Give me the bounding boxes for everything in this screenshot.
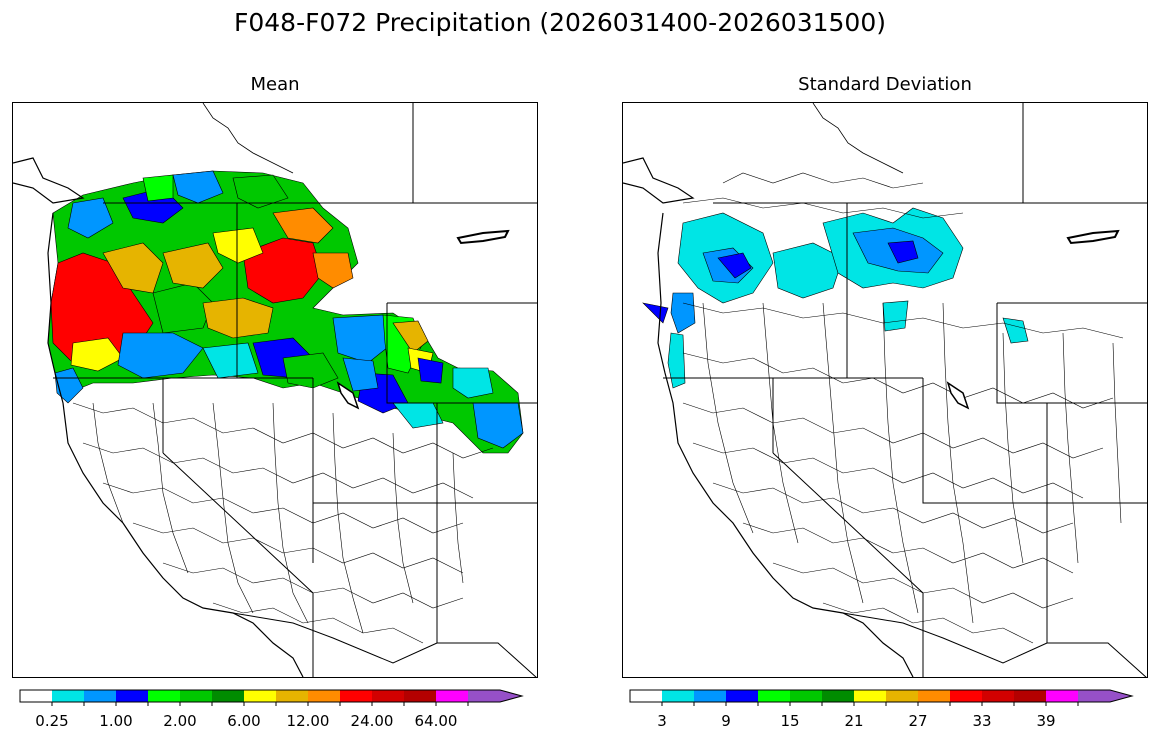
sd-colorbar-label: 3 (657, 712, 667, 730)
sd-colorbar-segment (630, 690, 662, 702)
mean-colorbar-segment (116, 690, 148, 702)
mean-map[interactable] (12, 102, 538, 678)
mean-colorbar-segment (404, 690, 436, 702)
mean-colorbar-segment (340, 690, 372, 702)
sd-colorbar (629, 689, 1140, 706)
mean-colorbar-segment (244, 690, 276, 702)
mean-colorbar-segment (372, 690, 404, 702)
sd-colorbar-segment (758, 690, 790, 702)
mean-map-canvas (13, 103, 537, 677)
sd-colorbar-segment (1078, 690, 1132, 702)
mean-colorbar (19, 689, 530, 706)
mean-colorbar-segment (52, 690, 84, 702)
sd-colorbar-segment (982, 690, 1014, 702)
mean-colorbar-segment (308, 690, 340, 702)
sd-colorbar-segment (790, 690, 822, 702)
mean-great-salt-lake (336, 381, 360, 410)
mean-colorbar-segment (276, 690, 308, 702)
sd-coast-inlet (623, 157, 695, 204)
mean-colorbar-segment (468, 690, 522, 702)
sd-colorbar-segment (694, 690, 726, 702)
mean-panel-title: Mean (250, 74, 300, 95)
sd-colorbar-label: 15 (780, 712, 800, 730)
mean-colorbar-segment (180, 690, 212, 702)
sd-canada-border-wiggle (812, 103, 904, 174)
mean-colorbar-svg (19, 689, 524, 706)
mean-colorbar-label: 0.25 (35, 712, 69, 730)
sd-colorbar-segment (1014, 690, 1046, 702)
sd-colorbar-label: 33 (972, 712, 992, 730)
sd-coastline (657, 212, 914, 677)
sd-colorbar-segment (950, 690, 982, 702)
mean-colorbar-segment (436, 690, 468, 702)
mean-colorbar-label: 12.00 (286, 712, 330, 730)
mean-colorbar-segment (212, 690, 244, 702)
mean-coast-inlet (13, 157, 85, 204)
mean-basin-outlines (72, 402, 494, 644)
sd-colorbar-segment (726, 690, 758, 702)
sd-great-salt-lake (946, 381, 970, 410)
sd-colorbar-segment (918, 690, 950, 702)
sd-colorbar-outline (629, 689, 1134, 703)
sd-colorbar-svg (629, 689, 1134, 706)
mean-colorbar-label: 2.00 (163, 712, 197, 730)
sd-panel-title: Standard Deviation (798, 74, 972, 95)
sd-map-canvas (623, 103, 1147, 677)
mean-colorbar-segment (84, 690, 116, 702)
mean-colorbar-segment (20, 690, 52, 702)
sd-lake (1066, 229, 1120, 245)
sd-colorbar-segment (822, 690, 854, 702)
mean-canada-border-wiggle (202, 103, 294, 174)
sd-colorbar-label: 21 (844, 712, 864, 730)
mean-colorbar-label: 1.00 (99, 712, 133, 730)
mean-coastline (47, 212, 304, 677)
mean-precip-fill (47, 170, 524, 454)
sd-map[interactable] (622, 102, 1148, 678)
mean-colorbar-label: 6.00 (227, 712, 261, 730)
sd-colorbar-label: 39 (1036, 712, 1056, 730)
sd-precip-fill (642, 207, 1029, 389)
sd-colorbar-segment (1046, 690, 1078, 702)
mean-colorbar-label: 24.00 (350, 712, 394, 730)
mean-colorbar-outline (19, 689, 524, 703)
sd-colorbar-label: 27 (908, 712, 928, 730)
sd-colorbar-segment (886, 690, 918, 702)
figure-title: F048-F072 Precipitation (2026031400-2026… (233, 8, 886, 37)
mean-lake (456, 229, 510, 245)
mean-colorbar-label: 64.00 (414, 712, 458, 730)
mean-colorbar-segment (148, 690, 180, 702)
sd-colorbar-segment (662, 690, 694, 702)
mean-state-borders (53, 103, 537, 677)
sd-colorbar-label: 9 (721, 712, 731, 730)
sd-state-borders (663, 103, 1147, 677)
sd-colorbar-segment (854, 690, 886, 702)
